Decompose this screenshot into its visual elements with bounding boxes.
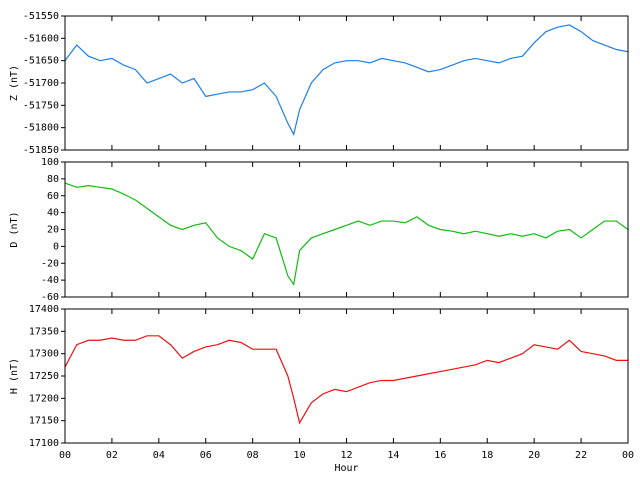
panel-frame (64, 308, 629, 444)
y-tick-label: 60 (47, 191, 59, 202)
y-tick-label: 17250 (29, 371, 59, 382)
y-tick-label: 17100 (29, 438, 59, 449)
y-tick-label: 40 (47, 208, 59, 219)
x-tick-label: 18 (481, 450, 493, 461)
y-tick-label: -51650 (23, 56, 59, 67)
y-tick-label: -51700 (23, 78, 59, 89)
x-tick-label: 08 (247, 450, 259, 461)
y-tick-label: -60 (41, 292, 59, 303)
y-tick-label: 17300 (29, 349, 59, 360)
x-axis-label: Hour (334, 463, 358, 474)
x-tick-label: 00 (59, 450, 71, 461)
y-tick-label: -51850 (23, 145, 59, 156)
y-tick-label: 17350 (29, 326, 59, 337)
y-tick-label: 100 (41, 157, 59, 168)
panel-frame (64, 161, 629, 298)
y-axis-label: D (nT) (9, 211, 20, 247)
x-tick-label: 16 (434, 450, 446, 461)
x-tick-label: 10 (294, 450, 306, 461)
x-tick-label: 04 (153, 450, 165, 461)
x-tick-label: 14 (387, 450, 399, 461)
data-line (64, 335, 628, 425)
panel-frame (64, 15, 629, 151)
x-tick-label: 02 (106, 450, 118, 461)
y-axis-label: H (nT) (9, 358, 20, 394)
y-tick-label: -40 (41, 275, 59, 286)
y-tick-label: 17150 (29, 416, 59, 427)
y-tick-label: -51800 (23, 123, 59, 134)
y-tick-label: 0 (53, 241, 59, 252)
y-tick-label: 17400 (29, 304, 59, 315)
x-tick-label: 12 (340, 450, 352, 461)
y-tick-label: -51600 (23, 33, 59, 44)
y-tick-label: -20 (41, 258, 59, 269)
x-tick-label: 22 (575, 450, 587, 461)
x-tick-label: 06 (200, 450, 212, 461)
y-axis-label: Z (nT) (9, 65, 20, 101)
data-line (64, 24, 629, 137)
y-tick-label: 80 (47, 174, 59, 185)
y-tick-label: -51550 (23, 11, 59, 22)
y-tick-label: 20 (47, 225, 59, 236)
x-tick-label: 00 (622, 450, 634, 461)
y-tick-label: 17200 (29, 393, 59, 404)
x-tick-label: 20 (528, 450, 540, 461)
data-line (64, 182, 629, 286)
y-tick-label: -51750 (23, 100, 59, 111)
